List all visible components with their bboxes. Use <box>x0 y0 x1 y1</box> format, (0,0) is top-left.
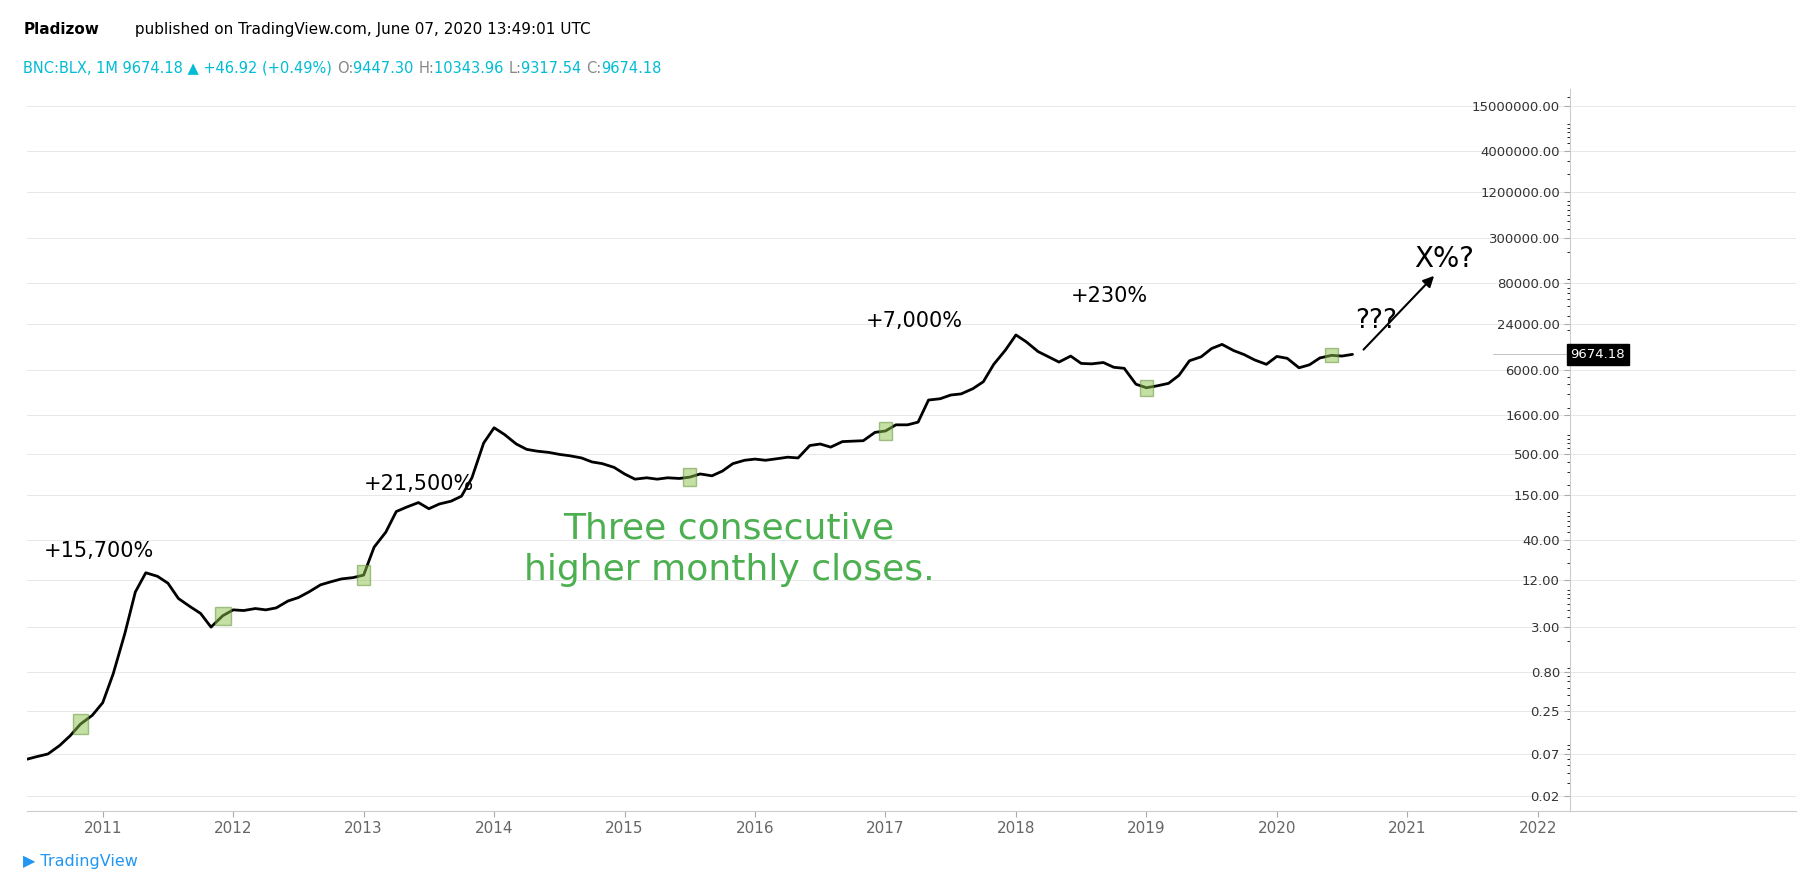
Bar <box>879 422 892 440</box>
Text: published on TradingView.com, June 07, 2020 13:49:01 UTC: published on TradingView.com, June 07, 2… <box>130 22 590 37</box>
Text: O:: O: <box>338 61 354 76</box>
Bar <box>684 468 697 486</box>
Text: 9447.30: 9447.30 <box>354 61 419 76</box>
Text: 10343.96: 10343.96 <box>435 61 509 76</box>
Text: ???: ??? <box>1356 308 1397 334</box>
Text: 9317.54: 9317.54 <box>522 61 587 76</box>
Text: ▶ TradingView: ▶ TradingView <box>23 854 139 869</box>
Text: BNC:BLX, 1M 9674.18 ▲ +46.92 (+0.49%): BNC:BLX, 1M 9674.18 ▲ +46.92 (+0.49%) <box>23 61 338 76</box>
Text: H:: H: <box>419 61 435 76</box>
Bar <box>357 565 370 585</box>
Text: C:: C: <box>587 61 601 76</box>
Bar <box>215 607 231 625</box>
Text: L:: L: <box>509 61 522 76</box>
Text: 9674.18: 9674.18 <box>1570 347 1624 361</box>
Text: +21,500%: +21,500% <box>363 474 475 494</box>
Text: X%?: X%? <box>1413 245 1475 273</box>
Bar <box>72 714 88 734</box>
Text: 9674.18: 9674.18 <box>601 61 662 76</box>
Bar <box>1325 348 1338 362</box>
Text: +7,000%: +7,000% <box>866 311 962 331</box>
Text: +230%: +230% <box>1070 287 1148 307</box>
Text: Pladizow: Pladizow <box>23 22 99 37</box>
Text: Three consecutive
higher monthly closes.: Three consecutive higher monthly closes. <box>523 511 935 587</box>
Text: +15,700%: +15,700% <box>43 541 153 561</box>
Bar <box>1139 380 1153 396</box>
